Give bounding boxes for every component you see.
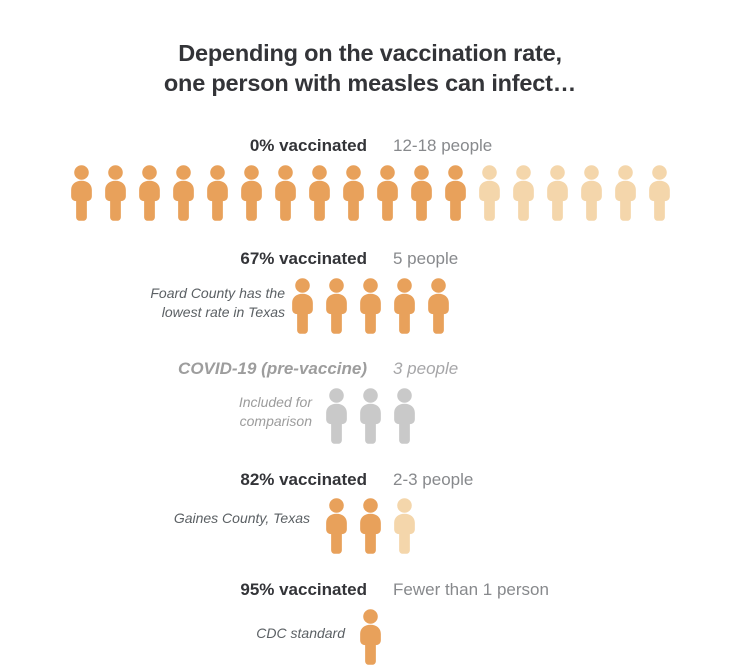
person-icon-faded (478, 165, 500, 221)
person-icon-solid (427, 278, 449, 334)
person-icon-solid (104, 165, 126, 221)
row-label: 95% vaccinated (240, 580, 367, 599)
person-icon-faded (393, 498, 415, 554)
person-icon-solid (444, 165, 466, 221)
chart-title: Depending on the vaccination rate, one pe… (0, 38, 740, 98)
person-icon-solid (70, 165, 92, 221)
chart-title-line1: Depending on the vaccination rate, (178, 40, 562, 66)
row-header-rate-82: 82% vaccinated 2-3 people (0, 470, 740, 490)
person-icon-solid (291, 278, 313, 334)
note-line: Foard County has the (150, 285, 285, 301)
note-line: Included for (238, 394, 312, 410)
row-label: 67% vaccinated (240, 249, 367, 268)
icon-band-rate-95 (0, 608, 740, 666)
person-icon-solid (359, 609, 381, 665)
person-icon-solid (138, 165, 160, 221)
person-icon-gray (393, 388, 415, 444)
icon-band-rate-67 (0, 277, 740, 335)
row-header-rate-67: 67% vaccinated 5 people (0, 249, 740, 269)
row-note-rate-82: Gaines County, Texas (174, 509, 310, 528)
note-line: lowest rate in Texas (161, 304, 285, 320)
row-label: 0% vaccinated (249, 136, 367, 155)
row-header-rate-95: 95% vaccinated Fewer than 1 person (0, 580, 740, 600)
note-line: comparison (239, 413, 312, 429)
row-value: 5 people (393, 249, 459, 268)
person-icon-faded (512, 165, 534, 221)
person-icon-solid (325, 498, 347, 554)
person-icon-faded (614, 165, 636, 221)
person-icon-gray (325, 388, 347, 444)
person-icon-solid (240, 165, 262, 221)
row-value: 12-18 people (393, 136, 493, 155)
icon-band-rate-82 (0, 497, 740, 555)
note-line: CDC standard (256, 625, 345, 641)
icon-band-rate-0 (0, 164, 740, 222)
row-header-rate-0: 0% vaccinated 12-18 people (0, 136, 740, 156)
row-note-rate-95: CDC standard (256, 624, 345, 643)
row-note-rate-67: Foard County has the lowest rate in Texas (150, 284, 285, 322)
person-icon-solid (359, 278, 381, 334)
row-value: Fewer than 1 person (393, 580, 549, 599)
row-note-covid: Included for comparison (239, 393, 312, 431)
person-icon-faded (546, 165, 568, 221)
person-icon-solid (206, 165, 228, 221)
person-icon-solid (393, 278, 415, 334)
row-label: COVID-19 (pre-vaccine) (178, 359, 367, 378)
row-value: 3 people (393, 359, 459, 378)
note-line: Gaines County, Texas (173, 510, 310, 526)
row-header-covid: COVID-19 (pre-vaccine) 3 people (0, 359, 740, 379)
person-icon-faded (580, 165, 602, 221)
person-icon-solid (274, 165, 296, 221)
person-icon-solid (325, 278, 347, 334)
person-icon-solid (342, 165, 364, 221)
person-icon-solid (308, 165, 330, 221)
person-icon-solid (410, 165, 432, 221)
person-icon-solid (359, 498, 381, 554)
row-label: 82% vaccinated (240, 470, 367, 489)
person-icon-gray (359, 388, 381, 444)
chart-title-line2: one person with measles can infect… (163, 70, 577, 96)
row-value: 2-3 people (393, 470, 474, 489)
person-icon-solid (376, 165, 398, 221)
icon-band-covid (0, 387, 740, 445)
person-icon-faded (648, 165, 670, 221)
person-icon-solid (172, 165, 194, 221)
